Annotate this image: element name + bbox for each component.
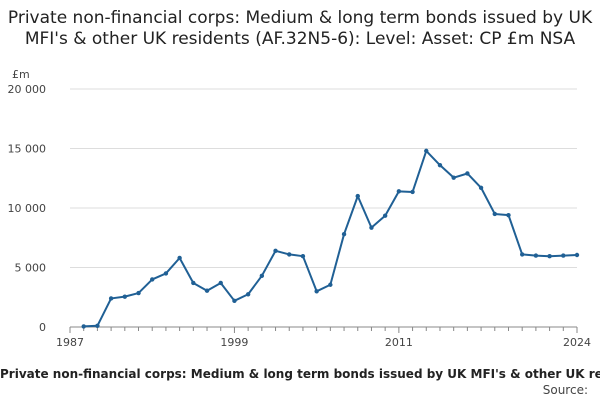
data-point [108,296,114,301]
data-point [341,231,347,237]
data-point [314,289,319,294]
data-point [396,189,402,194]
axes: 0 5 000 10 000 15 000 20 000 1987 1999 2011 2024 [8,83,592,349]
data-point [574,252,580,258]
data-point [287,252,292,257]
x-tick-label: 2011 [385,336,413,349]
data-point [204,288,210,293]
data-point [273,248,278,254]
data-point [177,255,182,261]
data-point [191,280,196,286]
y-tick-label: 0 [39,321,46,334]
y-tick-label: 20 000 [8,83,47,96]
data-point [506,212,511,218]
data-point [355,193,360,199]
x-tick-label: 1999 [220,336,248,349]
data-point [328,282,333,287]
data-point [245,292,251,297]
data-point [533,253,539,258]
data-point [122,294,128,299]
x-tick-label: 1987 [56,336,84,349]
y-tick-label: 15 000 [8,143,47,156]
data-point [369,225,374,230]
data-point [150,277,155,282]
data-point [259,273,265,279]
data-point [95,323,100,329]
data-point [547,253,552,259]
data-point [218,280,223,286]
data-point [300,253,306,259]
footer-series-label: Private non-financial corps: Medium & lo… [0,366,600,384]
y-axis-unit-label: £m [12,68,30,81]
data-point [561,253,566,258]
chart-title: Private non-financial corps: Medium & lo… [7,8,593,49]
data-point [451,175,456,180]
footer-series-text: Private non-financial corps: Medium & lo… [0,367,600,381]
footer-source: Source: [542,383,588,397]
series-layer [81,148,580,329]
x-tick-label: 2024 [563,336,591,349]
data-point [424,148,429,154]
y-tick-label: 5 000 [15,262,47,275]
data-point [163,271,169,276]
data-point [382,213,388,218]
data-point [410,189,415,195]
data-point [232,298,237,304]
data-point [136,290,141,296]
y-tick-label: 10 000 [8,202,47,215]
data-point [478,185,484,190]
data-point [519,252,525,257]
data-point [81,324,86,329]
data-point [437,162,443,168]
data-point [492,211,497,217]
data-point [465,171,470,176]
series-line [83,149,578,328]
gridlines [70,88,577,268]
